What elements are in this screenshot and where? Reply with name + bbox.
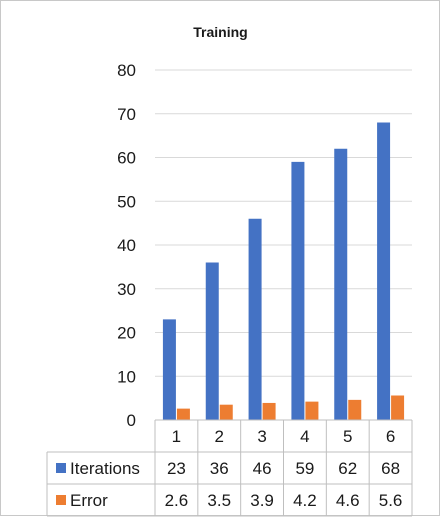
- data-label: 2.6: [165, 491, 189, 510]
- x-tick-label: 3: [257, 427, 266, 446]
- bar-error: [219, 404, 233, 420]
- y-tick-label: 50: [117, 192, 136, 211]
- x-tick-label: 2: [215, 427, 224, 446]
- y-tick-label: 40: [117, 236, 136, 255]
- data-label: 68: [381, 459, 400, 478]
- bar-iterations: [291, 161, 305, 420]
- y-tick-label: 0: [127, 411, 136, 430]
- legend-label: Error: [70, 491, 108, 510]
- data-label: 23: [167, 459, 186, 478]
- gridlines: [155, 69, 412, 377]
- y-tick-label: 10: [117, 367, 136, 386]
- data-label: 4.6: [336, 491, 360, 510]
- data-label: 62: [338, 459, 357, 478]
- legend-swatch: [56, 495, 66, 505]
- x-tick-label: 5: [343, 427, 352, 446]
- y-axis: 0 10 20 30 40 50 60 70 80: [117, 61, 136, 430]
- bar-error: [262, 402, 276, 420]
- x-tick-label: 6: [386, 427, 395, 446]
- y-tick-label: 80: [117, 61, 136, 80]
- y-tick-label: 30: [117, 280, 136, 299]
- data-label: 3.9: [250, 491, 274, 510]
- bar-iterations: [205, 262, 219, 420]
- chart-title: Training: [193, 24, 248, 40]
- bar-error: [348, 399, 362, 420]
- data-label: 46: [253, 459, 272, 478]
- data-label: 36: [210, 459, 229, 478]
- legend-label: Iterations: [70, 459, 140, 478]
- data-label: 4.2: [293, 491, 317, 510]
- data-label: 5.6: [379, 491, 403, 510]
- y-tick-label: 70: [117, 105, 136, 124]
- bar-error: [305, 401, 319, 420]
- y-tick-label: 60: [117, 149, 136, 168]
- bar-iterations: [334, 148, 348, 420]
- x-tick-label: 4: [300, 427, 309, 446]
- y-tick-label: 20: [117, 324, 136, 343]
- bar-iterations: [377, 122, 391, 420]
- x-tick-label: 1: [172, 427, 181, 446]
- bars: [162, 122, 405, 420]
- bar-error: [176, 408, 190, 420]
- bar-iterations: [248, 218, 262, 420]
- bar-error: [391, 395, 405, 420]
- bar-iterations: [162, 319, 176, 420]
- data-label: 3.5: [207, 491, 231, 510]
- data-label: 59: [295, 459, 314, 478]
- legend-swatch: [56, 463, 66, 473]
